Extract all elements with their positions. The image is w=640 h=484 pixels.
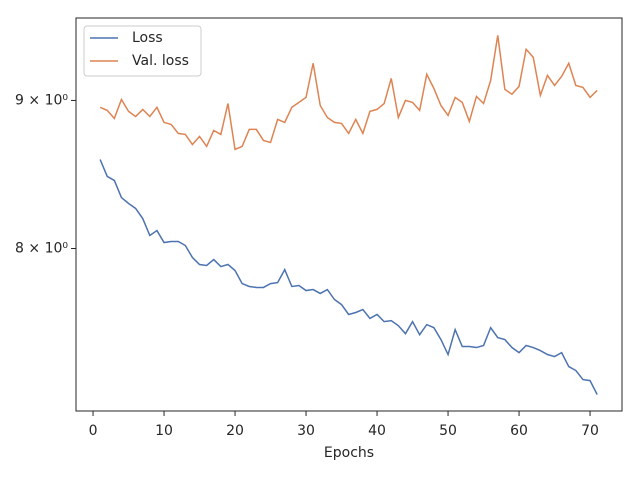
legend-label: Loss — [132, 30, 163, 46]
x-tick-label: 70 — [581, 423, 599, 439]
x-tick-label: 0 — [89, 423, 98, 439]
x-axis-label: Epochs — [324, 445, 374, 461]
series-line — [99, 35, 598, 151]
y-tick-label: 9 × 10⁰ — [15, 92, 68, 108]
y-tick-label: 8 × 10⁰ — [15, 241, 68, 257]
legend-label: Val. loss — [132, 53, 189, 69]
x-tick-label: 30 — [297, 423, 315, 439]
x-tick-label: 20 — [226, 423, 244, 439]
x-tick-label: 50 — [439, 423, 457, 439]
x-tick-label: 60 — [510, 423, 528, 439]
x-tick-label: 40 — [368, 423, 386, 439]
plot-frame — [75, 17, 623, 412]
x-tick-label: 10 — [155, 423, 173, 439]
series-line — [99, 159, 598, 395]
